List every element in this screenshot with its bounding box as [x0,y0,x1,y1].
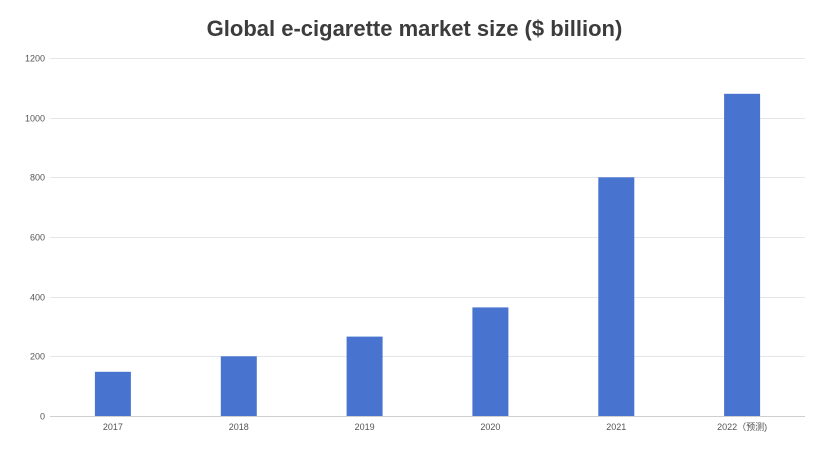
y-tick-label: 800 [30,173,45,183]
y-tick-label: 1200 [25,54,45,64]
x-tick-label: 2020 [480,422,500,432]
bar-2021 [598,177,635,416]
bar-2022（预测) [724,93,761,417]
y-tick-label: 200 [30,352,45,362]
bar-2019 [346,336,383,416]
y-tick-label: 1000 [25,114,45,124]
bars [94,93,761,417]
y-tick-label: 600 [30,233,45,243]
bar-2018 [220,356,257,416]
y-tick-label: 400 [30,293,45,303]
x-tick-label: 2018 [229,422,249,432]
x-tick-label: 2017 [103,422,123,432]
bar-2017 [94,371,131,416]
grid-lines [50,58,805,417]
x-tick-label: 2022（预测) [717,422,767,432]
bar-2020 [472,307,509,416]
chart-title: Global e-cigarette market size ($ billio… [206,16,623,41]
x-tick-label: 2019 [355,422,375,432]
y-axis-tick-labels: 0 200 400 600 800 1000 1200 [25,54,45,422]
x-tick-label: 2021 [606,422,626,432]
y-tick-label: 0 [40,412,45,422]
x-axis-tick-labels: 2017 2018 2019 2020 2021 2022（预测) [103,422,767,432]
